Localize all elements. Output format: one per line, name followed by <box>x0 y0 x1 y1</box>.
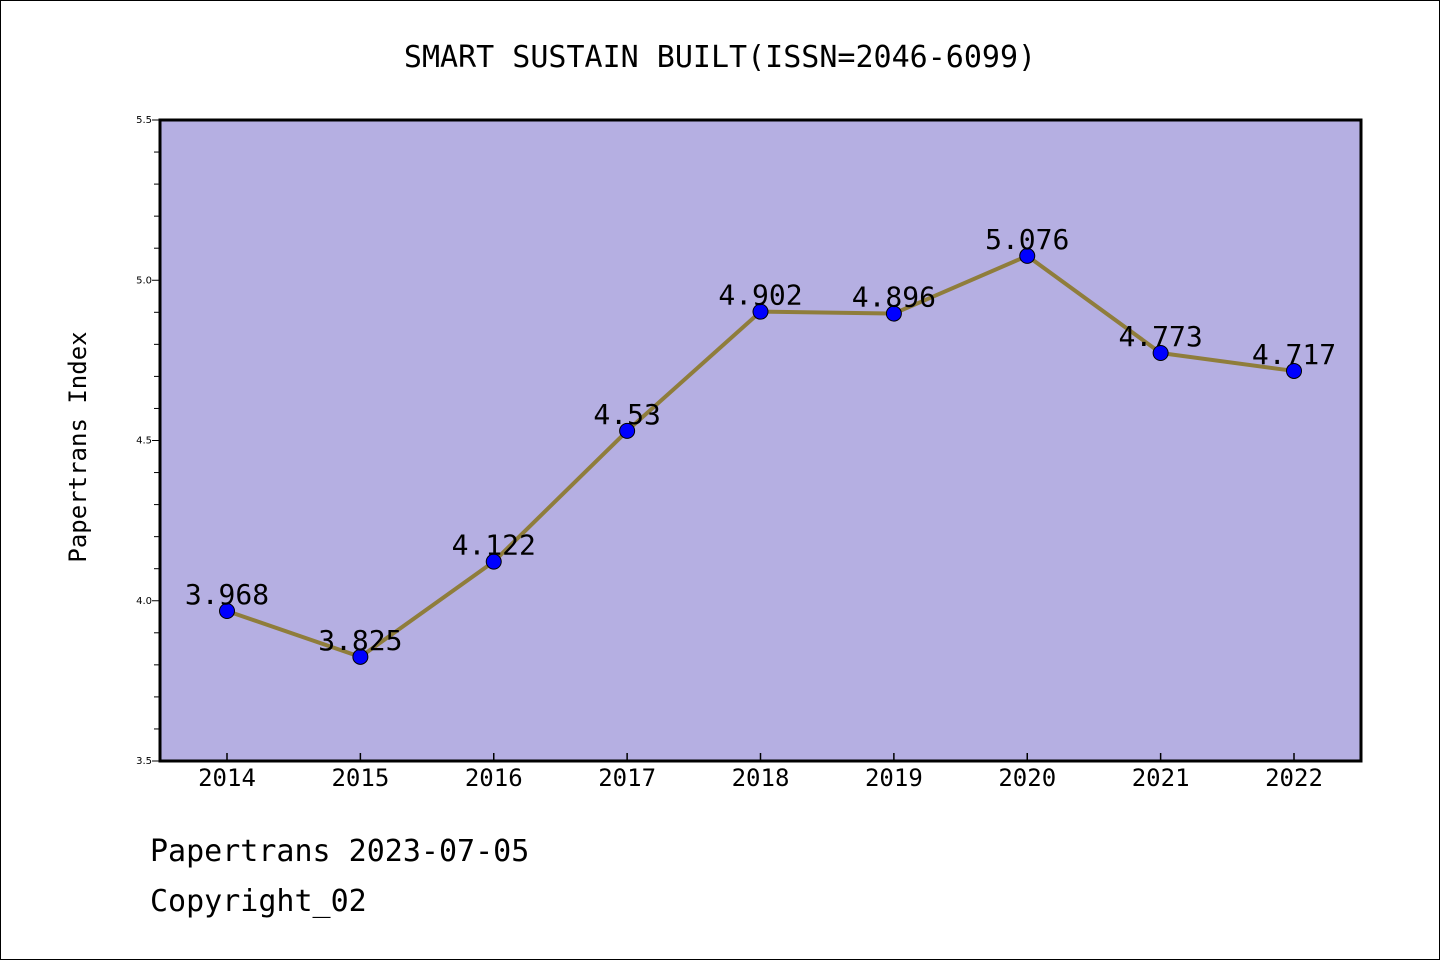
y-axis: 3.5 4.0 4.5 5.0 5.5 <box>136 115 160 767</box>
data-label: 3.968 <box>185 578 269 611</box>
x-tick-label: 2018 <box>732 764 790 792</box>
x-tick-label: 2017 <box>598 764 656 792</box>
x-tick-label: 2015 <box>331 764 389 792</box>
data-label: 4.122 <box>452 529 536 562</box>
data-point <box>1019 247 1036 264</box>
data-label: 4.717 <box>1252 338 1336 371</box>
x-tick-label: 2022 <box>1265 764 1323 792</box>
data-point <box>1286 362 1302 379</box>
data-point <box>619 422 636 439</box>
series-layer: 3.968 3.825 4.122 4.53 4.902 4.896 5.076 4.773 4… <box>185 223 1336 665</box>
x-tick-label: 2014 <box>198 764 256 792</box>
data-point <box>885 305 902 322</box>
y-tick-label: 4.5 <box>136 436 152 447</box>
x-tick-label: 2021 <box>1132 764 1190 792</box>
x-axis: 2014 2015 2016 2017 2018 2019 2020 2021 2022 <box>198 753 1323 792</box>
data-label: 4.773 <box>1118 320 1202 353</box>
data-point <box>352 648 369 665</box>
footer-copyright-text: Copyright_02 <box>150 884 367 919</box>
y-tick-label: 3.5 <box>136 756 152 767</box>
data-label: 4.902 <box>718 279 802 312</box>
plot-area <box>158 118 1363 763</box>
x-tick-label: 2019 <box>865 764 923 792</box>
data-point <box>752 303 769 320</box>
data-label: 4.53 <box>593 398 660 431</box>
data-label: 4.896 <box>852 281 936 314</box>
data-point <box>485 553 502 570</box>
data-point <box>1152 345 1169 362</box>
footer-date-text: Papertrans 2023-07-05 <box>150 834 530 869</box>
data-label: 5.076 <box>985 223 1069 256</box>
y-axis-label: Papertrans Index <box>64 331 92 562</box>
y-tick-label: 5.0 <box>136 275 152 286</box>
x-tick-label: 2020 <box>998 764 1056 792</box>
y-tick-label: 4.0 <box>136 596 152 607</box>
data-point <box>219 603 235 620</box>
x-tick-label: 2016 <box>465 764 523 792</box>
y-tick-label: 5.5 <box>136 115 152 126</box>
chart-title: SMART SUSTAIN BUILT(ISSN=2046-6099) <box>404 40 1036 75</box>
data-label: 3.825 <box>318 624 402 657</box>
